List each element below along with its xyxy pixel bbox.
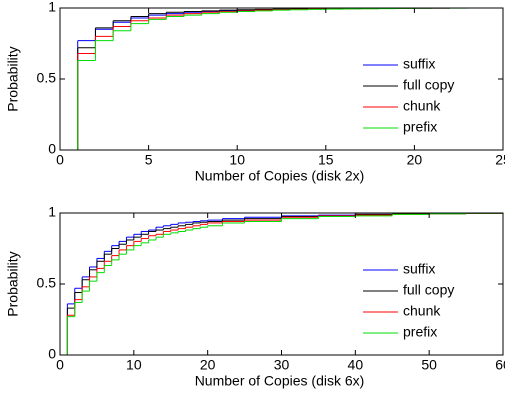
- x-tick-label: 25: [495, 152, 505, 168]
- y-tick-label: 1: [48, 204, 56, 220]
- y-tick-label: 1: [48, 0, 56, 15]
- y-tick-label: 0: [48, 141, 56, 157]
- x-tick-label: 10: [126, 357, 142, 373]
- x-tick-label: 20: [407, 152, 423, 168]
- y-tick-label: 0.5: [37, 70, 57, 86]
- legend-label: full copy: [403, 77, 454, 93]
- x-tick-label: 50: [421, 357, 437, 373]
- x-tick-label: 60: [495, 357, 505, 373]
- x-tick-label: 0: [56, 152, 64, 168]
- x-tick-label: 30: [274, 357, 290, 373]
- plot-area: [60, 8, 503, 150]
- x-tick-label: 20: [200, 357, 216, 373]
- x-tick-label: 15: [318, 152, 334, 168]
- legend-label: suffix: [403, 56, 435, 72]
- legend-label: chunk: [403, 303, 441, 319]
- y-axis-label: Probability: [5, 251, 21, 316]
- x-tick-label: 5: [145, 152, 153, 168]
- y-tick-label: 0.5: [37, 275, 57, 291]
- y-axis-label: Probability: [5, 46, 21, 111]
- legend-label: suffix: [403, 261, 435, 277]
- legend-label: prefix: [403, 324, 437, 340]
- x-tick-label: 0: [56, 357, 64, 373]
- x-axis-label: Number of Copies (disk 6x): [195, 373, 365, 389]
- legend-label: full copy: [403, 282, 454, 298]
- x-tick-label: 40: [348, 357, 364, 373]
- legend-label: chunk: [403, 98, 441, 114]
- legend-label: prefix: [403, 119, 437, 135]
- x-axis-label: Number of Copies (disk 2x): [195, 168, 365, 184]
- x-tick-label: 10: [229, 152, 245, 168]
- series: [66, 212, 504, 355]
- y-tick-label: 0: [48, 346, 56, 362]
